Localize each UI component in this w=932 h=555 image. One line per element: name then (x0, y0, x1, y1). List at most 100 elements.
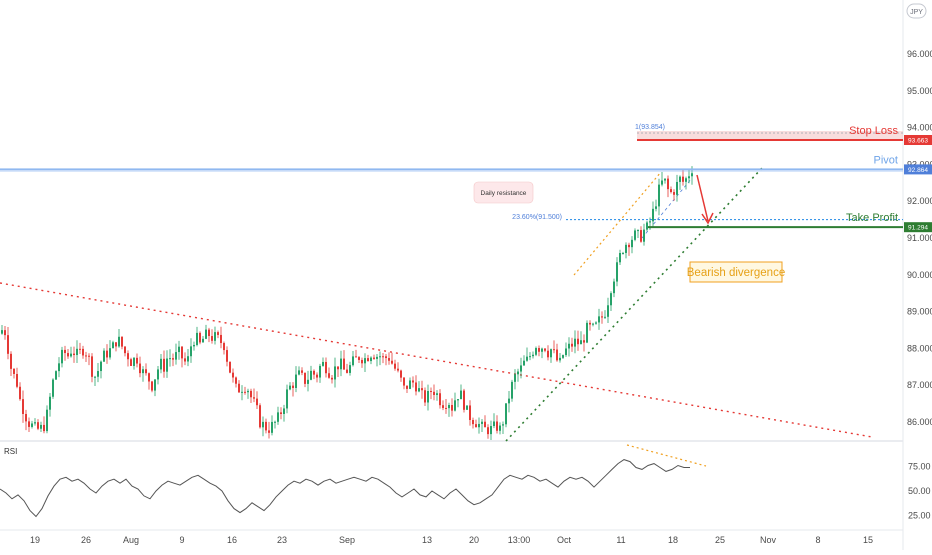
bearish-divergence-callout[interactable]: Bearish divergence (687, 261, 785, 283)
symbol-badge[interactable]: JPY (906, 3, 927, 19)
rsi-tick-label: 75.00 (908, 462, 931, 472)
bearish-divergence-text: Bearish divergence (687, 267, 785, 279)
candle (148, 372, 150, 390)
daily-resistance-callout[interactable]: Daily resistance (473, 181, 534, 204)
candle (484, 415, 486, 428)
candle (577, 330, 579, 351)
candle (220, 326, 222, 349)
candle (529, 352, 531, 361)
price-tick-label: 88.000 (907, 343, 932, 353)
candle (334, 357, 336, 388)
candle (688, 169, 690, 184)
time-tick-label: 8 (815, 535, 820, 545)
svg-text:93.663: 93.663 (908, 138, 928, 145)
candle (385, 353, 387, 366)
candle (436, 390, 438, 401)
candle (367, 354, 369, 362)
candle (541, 347, 543, 359)
candle (217, 330, 219, 339)
take-profit-price-tag: 91.294 (904, 222, 932, 233)
time-tick-label: 15 (863, 535, 873, 545)
candle (505, 403, 507, 428)
candle (535, 346, 537, 357)
price-tick-label: 95.000 (907, 86, 932, 96)
candle (361, 357, 363, 368)
price-tick-label: 92.000 (907, 196, 932, 206)
candle (679, 175, 681, 190)
candle (307, 370, 309, 392)
time-axis[interactable]: 19 26 Aug 9 16 23 Sep 13 20 13:00 Oct 11 18 25 Nov 8 15 (30, 535, 873, 545)
candle (166, 350, 168, 378)
candle (226, 346, 228, 367)
candle (208, 327, 210, 343)
candle (355, 349, 357, 358)
candle (175, 343, 177, 365)
candle (475, 419, 477, 428)
candle (304, 372, 306, 388)
candle (70, 346, 72, 358)
candle (13, 368, 15, 379)
candle (379, 351, 381, 366)
candle (58, 357, 60, 378)
candle (205, 324, 207, 340)
candle (622, 251, 624, 255)
candle (637, 229, 639, 239)
candle (193, 341, 195, 351)
rsi-tick-label: 50.00 (908, 486, 931, 496)
candle (214, 326, 216, 345)
candle (145, 363, 147, 376)
candle (613, 278, 615, 298)
symbol-text: JPY (910, 9, 923, 16)
candle (1, 324, 3, 335)
candle (139, 356, 141, 378)
candle (601, 311, 603, 324)
candle (10, 351, 12, 377)
candle (382, 352, 384, 364)
candle (517, 368, 519, 382)
price-tick-label: 89.000 (907, 307, 932, 317)
time-tick-label: 11 (616, 535, 625, 545)
rsi-axis[interactable]: 75.00 50.00 25.00 (908, 462, 931, 521)
candle (163, 350, 165, 378)
candle (460, 384, 462, 400)
time-tick-label: Sep (339, 535, 355, 545)
candle (376, 354, 378, 367)
candle (187, 349, 189, 367)
candle (202, 335, 204, 343)
candle (526, 347, 528, 362)
candle (433, 384, 435, 401)
candle (658, 178, 660, 216)
candle (340, 350, 342, 377)
candle (199, 331, 201, 345)
candle (409, 377, 411, 390)
candle (85, 351, 87, 363)
candle (34, 418, 36, 426)
uptrend-support-line[interactable] (505, 166, 764, 442)
candle (343, 350, 345, 370)
candle (181, 345, 183, 368)
candle (403, 377, 405, 390)
time-tick-label: 9 (179, 535, 184, 545)
candle (4, 326, 6, 340)
candle (655, 199, 657, 212)
candle (538, 345, 540, 357)
fib-top-label: 1(93.854) (635, 124, 665, 131)
stop-loss-zone (637, 131, 903, 140)
candle (523, 355, 525, 366)
candle (115, 342, 117, 352)
candle (643, 223, 645, 246)
candle (61, 346, 63, 368)
price-axis[interactable]: 96.000 95.000 94.000 93.000 92.000 91.000 90.0… (907, 49, 932, 427)
candle (478, 417, 480, 434)
candle (586, 320, 588, 344)
candle (610, 291, 612, 311)
time-tick-label: 16 (227, 535, 237, 545)
candle (274, 420, 276, 429)
candle (652, 201, 654, 228)
time-tick-label: 20 (469, 535, 479, 545)
candle (151, 380, 153, 393)
candle (37, 419, 39, 431)
